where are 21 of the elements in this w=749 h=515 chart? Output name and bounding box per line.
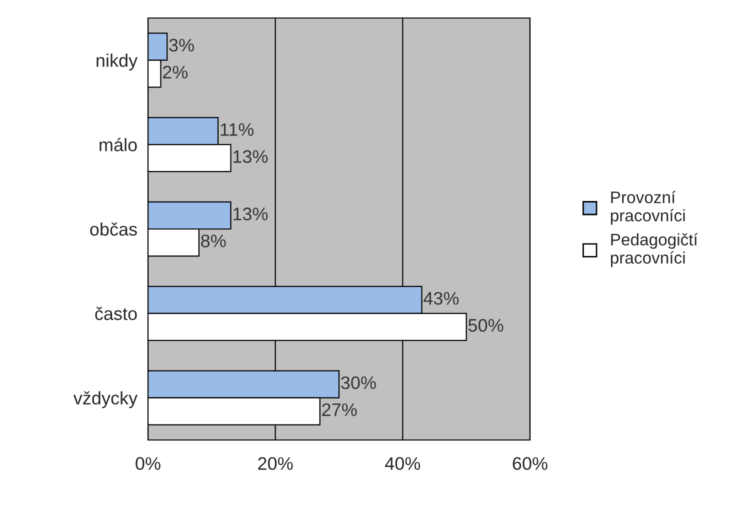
y-tick-label: nikdy [96,54,138,70]
y-tick-label: občas [90,222,137,236]
data-label: 8% [201,234,226,248]
data-label: 27% [322,403,357,416]
legend-label: Provozní pracovníci [610,190,685,225]
data-label: 30% [341,376,376,390]
data-label: 13% [234,150,268,163]
data-label: 2% [163,66,188,78]
y-tick-label: často [95,306,137,320]
data-label: 50% [468,318,504,332]
x-tick-label: 60% [512,457,548,470]
data-label: 43% [424,292,459,305]
data-label: 13% [234,208,268,220]
y-tick-label: málo [100,138,137,152]
x-tick-label: 40% [385,457,420,470]
data-label: 3% [169,38,194,52]
legend-label: Pedagogičtí pracovníci [610,233,698,267]
x-tick-label: 0% [136,457,160,470]
data-label: 11% [220,123,254,136]
y-tick-label: vždycky [73,391,138,408]
x-tick-label: 20% [258,457,293,470]
